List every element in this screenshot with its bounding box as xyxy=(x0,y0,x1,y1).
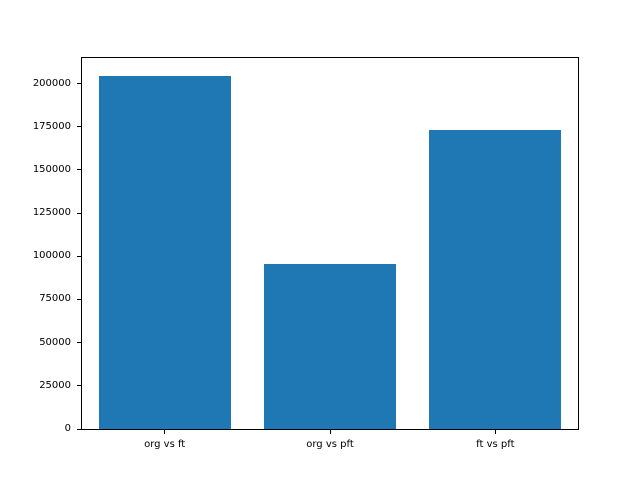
x-tick-label: org vs ft xyxy=(144,439,186,450)
x-tick-mark xyxy=(494,430,496,434)
x-tick-label: org vs pft xyxy=(306,439,354,450)
x-tick-mark xyxy=(164,430,166,434)
y-tick-mark xyxy=(77,298,81,300)
y-tick-mark xyxy=(77,83,81,85)
y-tick-mark xyxy=(77,428,81,430)
y-tick-label: 0 xyxy=(64,423,71,434)
y-tick-label: 100000 xyxy=(32,250,71,262)
bar-ft-vs-pft xyxy=(429,130,562,429)
y-tick-mark xyxy=(77,212,81,214)
y-tick-label: 75000 xyxy=(39,293,71,305)
y-tick-mark xyxy=(77,126,81,128)
y-tick-label: 200000 xyxy=(32,77,71,89)
y-tick-label: 50000 xyxy=(39,336,71,348)
y-tick-mark xyxy=(77,342,81,344)
x-tick-mark xyxy=(329,430,331,434)
y-tick-label: 125000 xyxy=(32,207,71,219)
y-tick-mark xyxy=(77,169,81,171)
bar-org-vs-ft xyxy=(98,75,231,429)
y-tick-mark xyxy=(77,255,81,257)
x-tick-label: ft vs pft xyxy=(476,439,515,450)
bar-org-vs-pft xyxy=(263,264,397,429)
y-tick-label: 175000 xyxy=(32,120,71,132)
y-tick-label: 25000 xyxy=(39,379,71,391)
y-tick-label: 150000 xyxy=(32,163,71,175)
y-tick-mark xyxy=(77,385,81,387)
plot-area: 0 25000 50000 75000 100000 125000 150000 175000… xyxy=(33,57,579,450)
